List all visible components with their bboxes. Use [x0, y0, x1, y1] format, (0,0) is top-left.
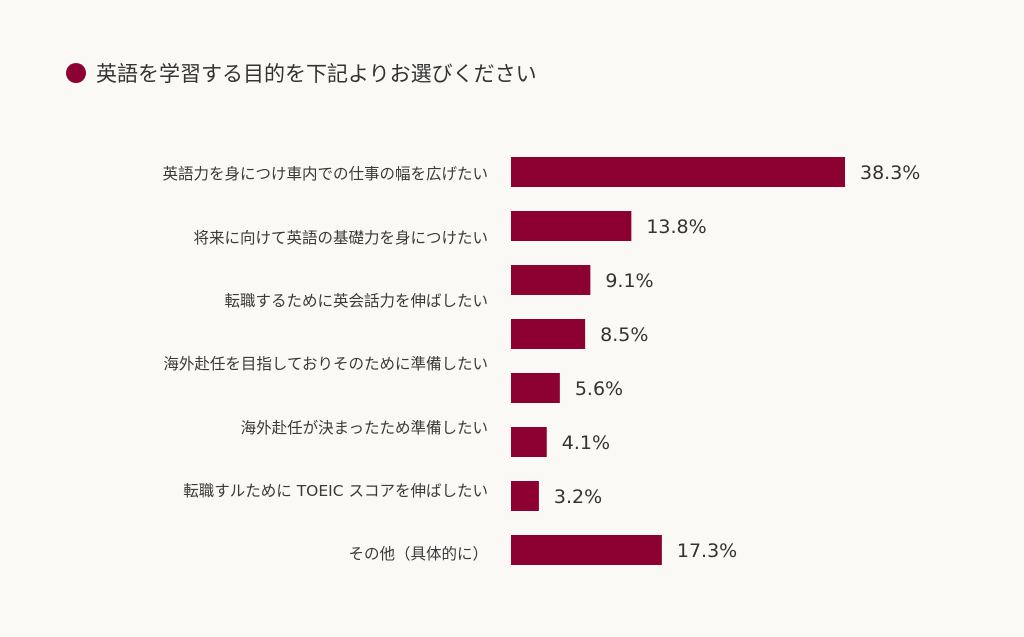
bar [511, 265, 591, 295]
category-label: 将来に向けて英語の基礎力を身につけたい [193, 229, 488, 247]
bar [511, 427, 547, 457]
bar [511, 373, 560, 403]
category-label: 転職するために英会話力を伸ばしたい [224, 292, 488, 310]
category-label: 英語力を身につけ車内での仕事の幅を広げたい [162, 165, 488, 183]
category-label: その他（具体的に） [348, 545, 488, 563]
value-label: 3.2% [554, 486, 602, 508]
category-label: 転職すルために TOEIC スコアを伸ばしたい [183, 482, 488, 500]
value-label: 17.3% [677, 540, 737, 562]
bullet-dot-icon [66, 63, 86, 83]
category-label: 海外赴任が決まったため準備したい [240, 419, 488, 437]
value-label: 4.1% [562, 432, 610, 454]
value-label: 5.6% [575, 378, 623, 400]
category-label: 海外赴任を目指しておりそのために準備したい [163, 355, 488, 373]
bar [511, 319, 586, 349]
value-label: 13.8% [646, 216, 706, 238]
bar [511, 535, 662, 565]
bar [511, 157, 845, 187]
chart-title: 英語を学習する目的を下記よりお選びください [96, 62, 537, 86]
value-label: 38.3% [860, 162, 920, 184]
value-label: 9.1% [605, 270, 653, 292]
chart-title-row: 英語を学習する目的を下記よりお選びください [66, 58, 537, 88]
bar [511, 211, 632, 241]
bar [511, 481, 539, 511]
value-label: 8.5% [600, 324, 648, 346]
